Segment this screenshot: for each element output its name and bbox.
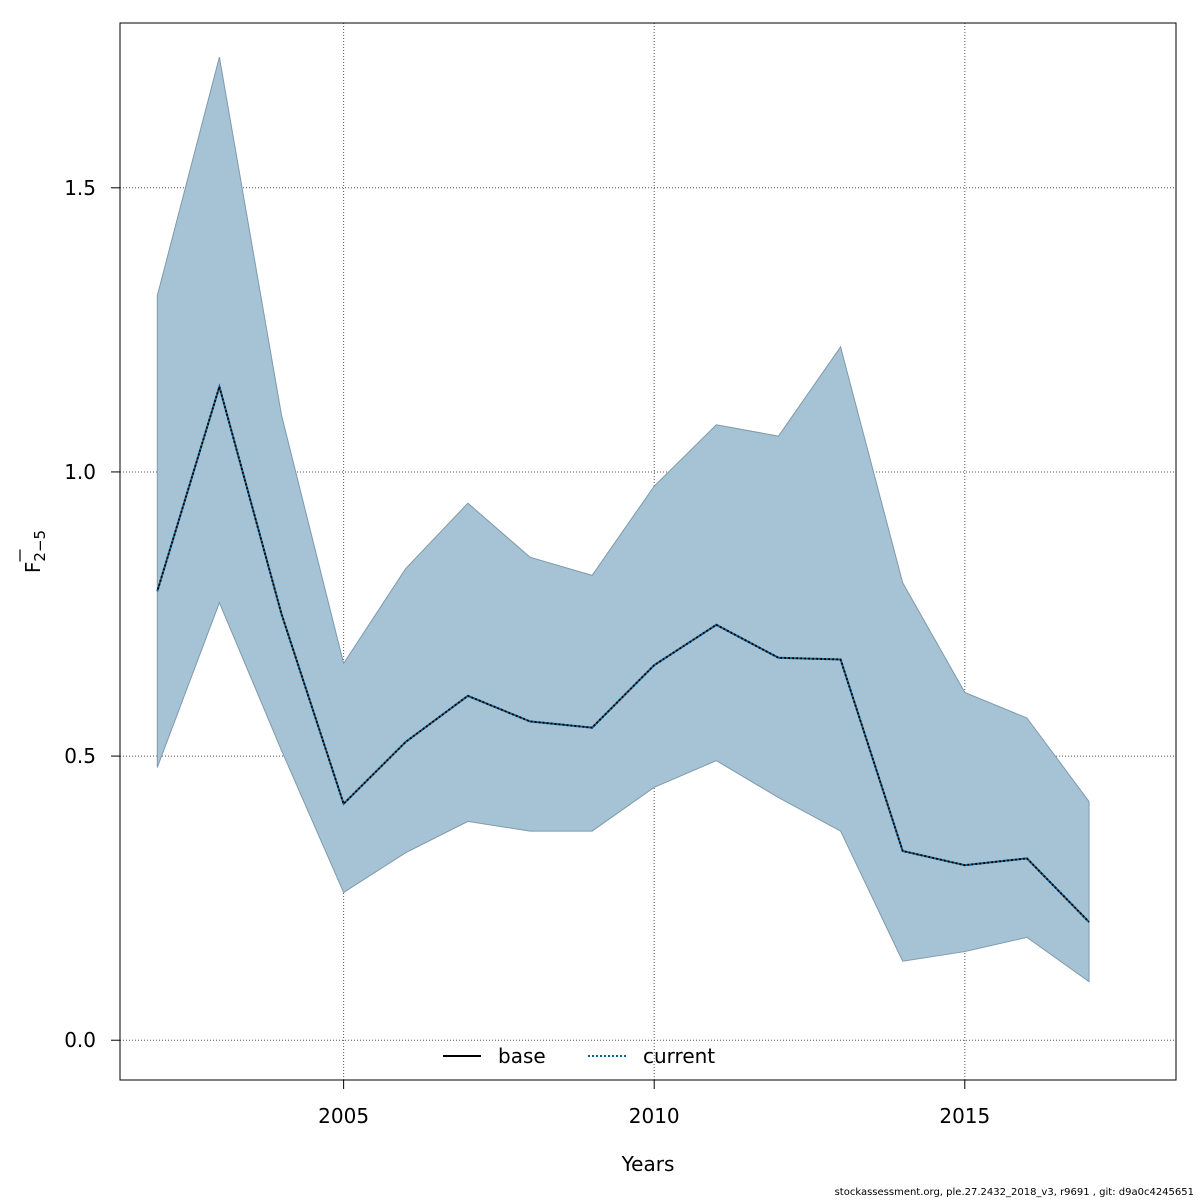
y-tick-label: 1.5 (64, 176, 96, 200)
svg-text:F2−5: F2−5 (21, 530, 49, 573)
series-line-current-overlay (156, 383, 1090, 923)
y-tick-label: 1.0 (64, 460, 96, 484)
x-tick-label: 2015 (939, 1104, 990, 1128)
confidence-band (156, 56, 1090, 983)
y-tick-label: 0.0 (64, 1028, 96, 1052)
footer-credit: stockassessment.org, ple.27.2432_2018_v3… (834, 1187, 1194, 1198)
y-axis: 0.0 0.5 1.0 1.5 (64, 176, 120, 1052)
y-tick-label: 0.5 (64, 744, 96, 768)
legend: base current (443, 1044, 715, 1068)
y-axis-title: F2−5 (19, 530, 49, 573)
legend-label-base: base (498, 1044, 546, 1068)
x-tick-label: 2010 (629, 1104, 680, 1128)
x-axis: 2005 2010 2015 (318, 1080, 990, 1128)
plot-border (119, 22, 1177, 1081)
x-axis-title: Years (621, 1152, 675, 1176)
x-tick-label: 2005 (318, 1104, 369, 1128)
legend-label-current: current (643, 1044, 715, 1068)
y-axis-title-main: F (21, 562, 45, 574)
y-axis-title-subscript: 2−5 (31, 530, 49, 562)
series-line-current (156, 383, 1090, 923)
series-lines (156, 383, 1090, 923)
